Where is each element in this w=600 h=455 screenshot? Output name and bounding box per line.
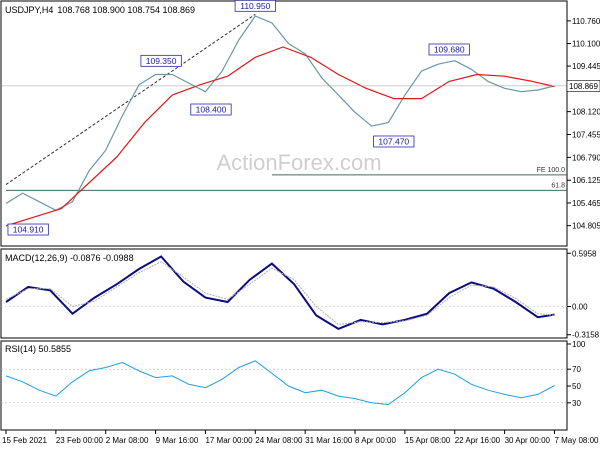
annotation-label: 108.400 [196, 105, 227, 115]
fib-level-label: 61.8 [551, 182, 565, 189]
rsi-axis-tick-label: 30 [572, 399, 581, 408]
rsi-title: RSI(14) 50.5855 [5, 344, 71, 354]
time-tick-label: 23 Feb 00:00 [56, 436, 104, 445]
last-price-label: 108.869 [569, 82, 598, 91]
time-tick-label: 24 Mar 08:00 [255, 436, 303, 445]
watermark-text: ActionForex.com [216, 150, 381, 175]
annotation-box [373, 135, 415, 148]
last-price-box [566, 80, 600, 92]
price-axis-tick-label: 110.100 [572, 40, 600, 49]
rsi-axis-tick-label: 70 [572, 365, 581, 374]
ohlc-values: 108.768 108.900 108.754 108.869 [57, 5, 195, 15]
rsi-axis-tick-label: 50 [572, 382, 581, 391]
price-axis-tick-label: 106.790 [572, 153, 600, 162]
rsi-axis-tick-label: 100 [572, 340, 586, 349]
annotation-label: 104.910 [13, 225, 44, 235]
price-axis-tick-label: 104.805 [572, 222, 600, 231]
annotation-box [140, 54, 182, 67]
time-tick-label: 31 Mar 16:00 [305, 436, 353, 445]
time-tick-label: 15 Apr 08:00 [405, 436, 451, 445]
time-tick-label: 8 Apr 00:00 [355, 436, 396, 445]
macd-panel: MACD(12,26,9) -0.0876 -0.0988 0.5958 0.00… [0, 248, 600, 340]
price-axis-tick-label: 108.120 [572, 108, 600, 117]
price-axis-tick-label: 109.445 [572, 62, 600, 71]
macd-axis: 0.5958 0.00 -0.3158 [567, 249, 600, 340]
fib-level-label: FE 100.0 [537, 167, 566, 174]
price-line [5, 15, 555, 211]
macd-title: MACD(12,26,9) -0.0876 -0.0988 [5, 253, 134, 263]
annotation-box [428, 43, 470, 56]
annotation-label: 109.350 [146, 56, 177, 66]
signal-line [5, 261, 555, 325]
price-axis-tick-label: 110.760 [572, 17, 600, 26]
time-tick-label: 9 Mar 16:00 [156, 436, 199, 445]
price-panel-title: USDJPY,H4 108.768 108.900 108.754 108.869 [5, 5, 195, 15]
rsi-line [5, 360, 555, 406]
macd-axis-tick-label: -0.3158 [572, 331, 600, 340]
rsi-axis: 100 70 50 30 [567, 340, 586, 408]
last-price-marker: 108.869 [1, 80, 600, 92]
macd-axis-tick-label: 0.00 [572, 303, 588, 312]
annotation-label: 110.950 [240, 1, 270, 11]
moving-average-line [5, 46, 555, 227]
annotation-label: 109.680 [434, 44, 465, 54]
annotation-box [7, 223, 49, 236]
time-tick-label: 7 May 08:00 [554, 436, 599, 445]
rsi-series [1, 360, 567, 406]
price-annotations: 104.910 109.350 108.400 110.950 107.470 109.6… [7, 0, 470, 236]
time-tick-label: 2 Mar 08:00 [106, 436, 149, 445]
rsi-panel-frame [0, 340, 568, 431]
price-series [5, 15, 555, 227]
price-axis-tick-label: 105.465 [572, 199, 600, 208]
annotation-label: 107.470 [378, 136, 409, 146]
price-panel: ActionForex.com USDJPY,H4 108.768 108.900… [0, 0, 600, 247]
annotation-box [234, 0, 276, 12]
macd-axis-tick-label: 0.5958 [572, 249, 597, 258]
fib-levels: FE 100.0 61.8 [6, 167, 567, 191]
rsi-panel: RSI(14) 50.5855 100 70 50 30 [0, 340, 586, 431]
macd-series [1, 255, 567, 331]
time-axis: 15 Feb 2021 23 Feb 00:00 2 Mar 08:00 9 Mar … [2, 430, 599, 445]
symbol-label: USDJPY,H4 [5, 5, 53, 15]
time-tick-label: 30 Apr 00:00 [505, 436, 551, 445]
price-axis-tick-label: 107.455 [572, 131, 600, 140]
macd-panel-frame [0, 248, 568, 339]
time-tick-label: 22 Apr 16:00 [455, 436, 501, 445]
time-tick-label: 17 Mar 00:00 [205, 436, 253, 445]
time-tick-label: 15 Feb 2021 [2, 436, 47, 445]
price-panel-frame [0, 0, 568, 247]
annotation-box [190, 103, 232, 116]
price-axis-tick-label: 106.125 [572, 176, 600, 185]
